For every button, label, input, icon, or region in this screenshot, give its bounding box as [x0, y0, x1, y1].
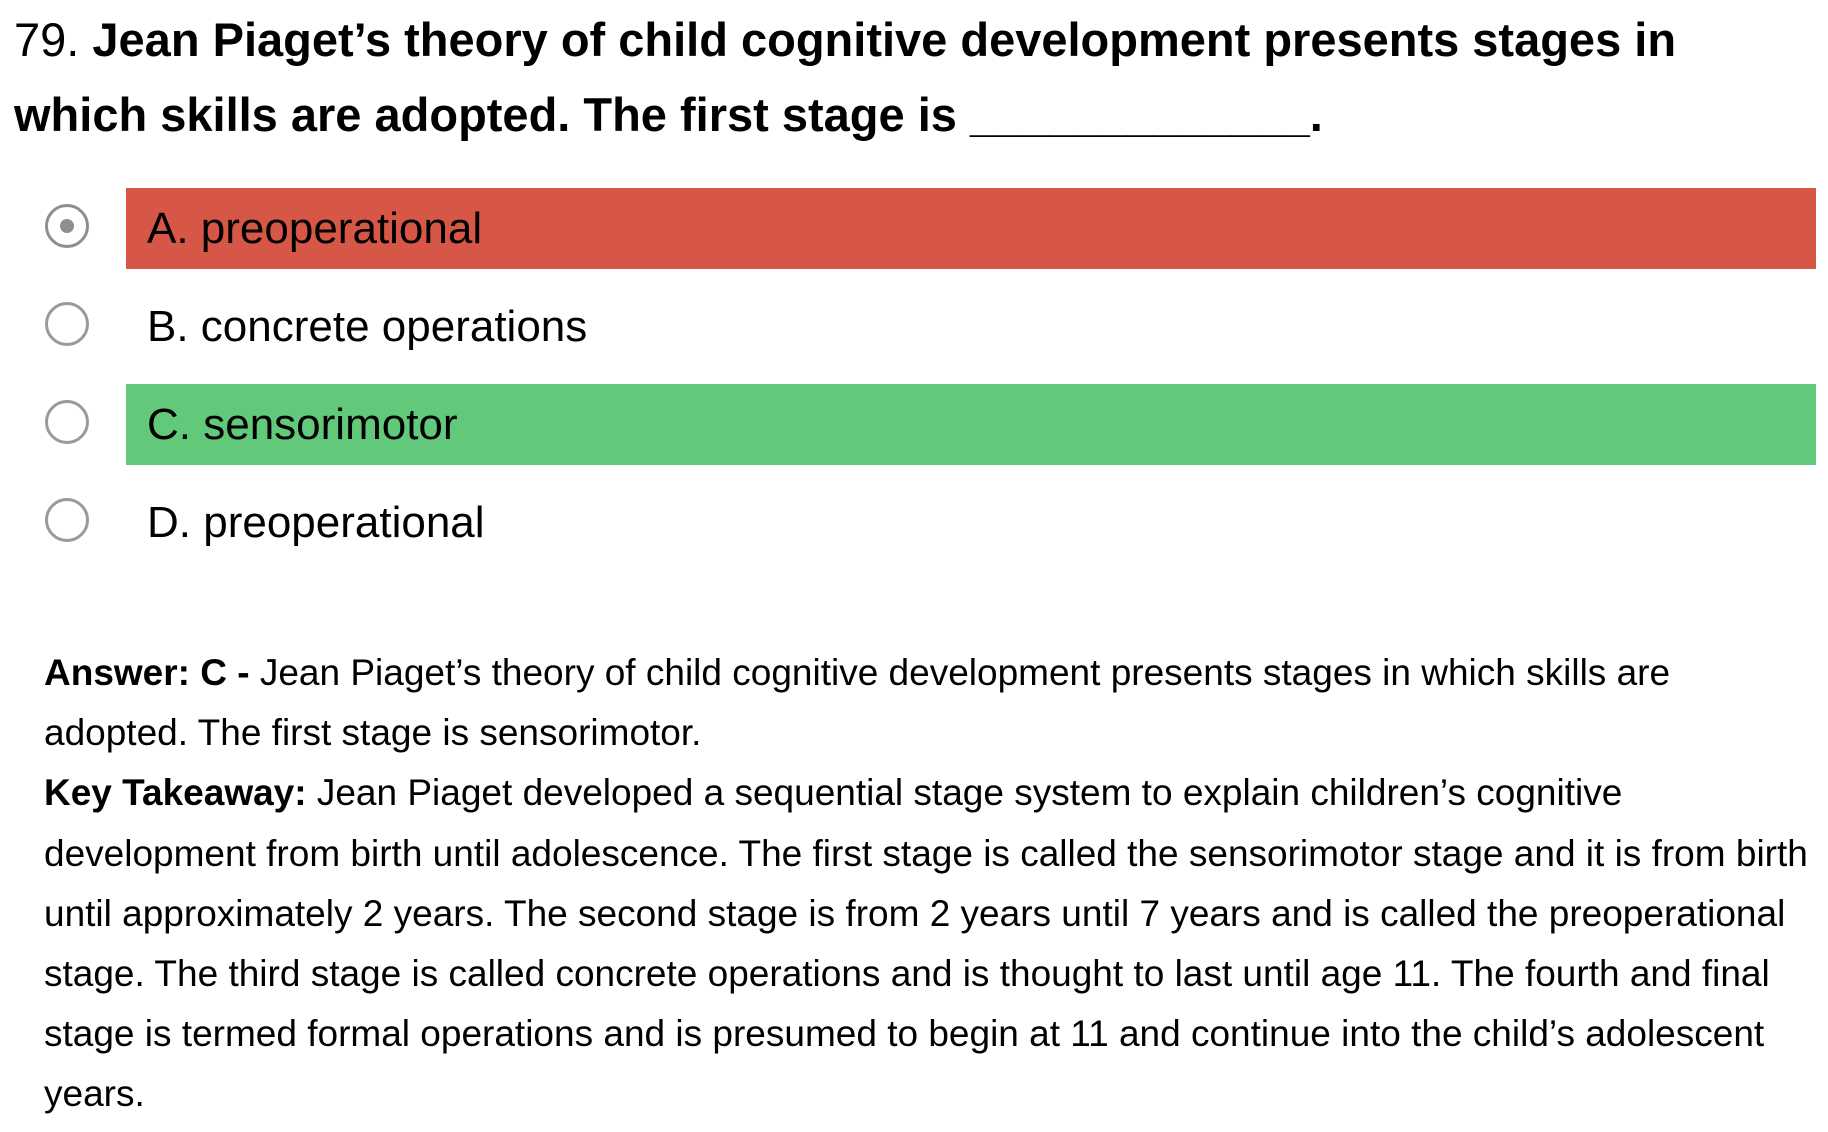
answer-options: A. preoperational B. concrete operations… — [0, 188, 1828, 580]
option-c-label[interactable]: C. sensorimotor — [126, 384, 1816, 465]
option-a-label[interactable]: A. preoperational — [126, 188, 1816, 269]
option-d-label[interactable]: D. preoperational — [147, 498, 485, 547]
option-d[interactable]: D. preoperational — [0, 482, 1828, 563]
answer-label: Answer: C - — [44, 652, 250, 693]
option-b-label[interactable]: B. concrete operations — [147, 302, 588, 351]
radio-option-b[interactable] — [45, 302, 89, 346]
option-a[interactable]: A. preoperational — [0, 188, 1828, 269]
radio-option-c[interactable] — [45, 400, 89, 444]
option-c[interactable]: C. sensorimotor — [0, 384, 1828, 465]
question-text: Jean Piaget’s theory of child cognitive … — [14, 13, 1677, 141]
option-b[interactable]: B. concrete operations — [0, 286, 1828, 367]
takeaway-text: Jean Piaget developed a sequential stage… — [44, 772, 1808, 1115]
answer-explanation: Answer: C - Jean Piaget’s theory of chil… — [44, 643, 1814, 1125]
radio-option-a[interactable] — [45, 204, 89, 248]
answer-paragraph: Answer: C - Jean Piaget’s theory of chil… — [44, 643, 1814, 763]
question-heading: 79. Jean Piaget’s theory of child cognit… — [14, 2, 1804, 152]
answer-text: Jean Piaget’s theory of child cognitive … — [44, 652, 1671, 754]
takeaway-paragraph: Key Takeaway: Jean Piaget developed a se… — [44, 763, 1814, 1124]
radio-option-d[interactable] — [45, 498, 89, 542]
question-number: 79. — [14, 13, 80, 66]
takeaway-label: Key Takeaway: — [44, 772, 307, 814]
